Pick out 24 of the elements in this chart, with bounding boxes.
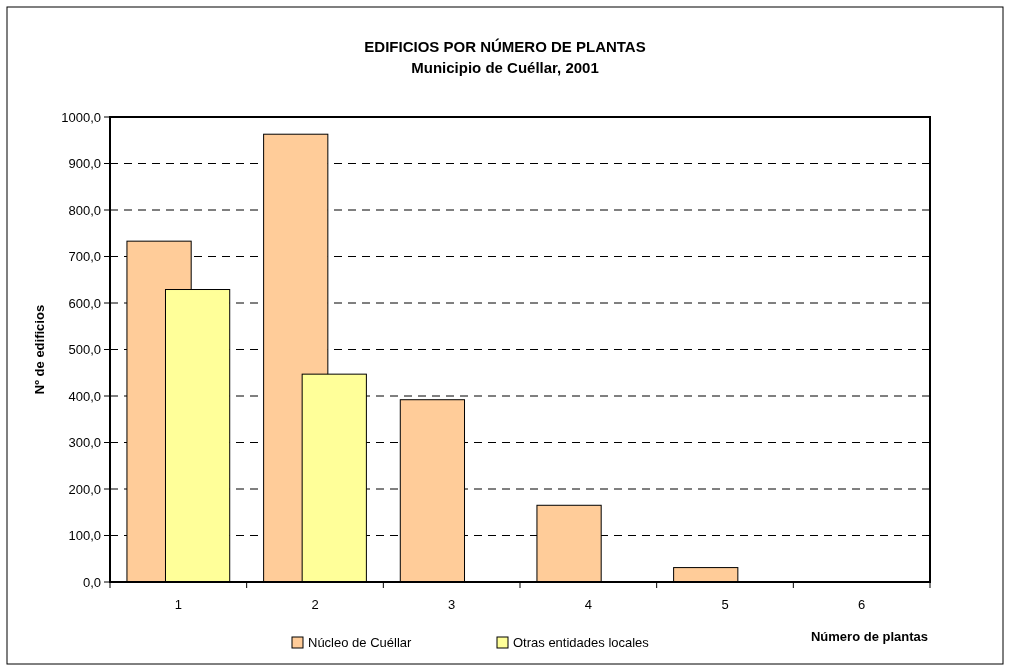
- legend-label: Otras entidades locales: [513, 635, 650, 650]
- y-tick-label: 700,0: [68, 249, 101, 265]
- x-tick-label: 6: [858, 597, 866, 612]
- y-tick-label: 400,0: [68, 388, 101, 404]
- x-axis-title: Número de plantas: [810, 629, 928, 644]
- y-axis-title: Nº de edificios: [32, 304, 47, 395]
- y-tick-label: 200,0: [68, 481, 101, 497]
- y-tick-label: 100,0: [68, 528, 101, 544]
- y-tick-label: 800,0: [68, 202, 101, 218]
- y-tick-label: 900,0: [68, 156, 101, 172]
- x-tick-label: 1: [174, 597, 182, 612]
- chart-subtitle: Municipio de Cuéllar, 2001: [411, 59, 599, 76]
- y-tick-label: 600,0: [68, 295, 101, 311]
- y-tick-label: 300,0: [68, 435, 101, 451]
- x-tick-label: 3: [448, 597, 456, 612]
- x-tick-label: 2: [311, 597, 319, 612]
- x-tick-label: 5: [721, 597, 729, 612]
- y-tick-label: 0,0: [82, 574, 101, 590]
- y-tick-label: 500,0: [68, 342, 101, 358]
- chart-title: EDIFICIOS POR NÚMERO DE PLANTAS: [364, 38, 646, 55]
- bar: [673, 567, 739, 583]
- legend-label: Núcleo de Cuéllar: [308, 635, 412, 650]
- y-tick-label: 1000,0: [61, 109, 101, 125]
- x-tick-label: 4: [584, 597, 592, 612]
